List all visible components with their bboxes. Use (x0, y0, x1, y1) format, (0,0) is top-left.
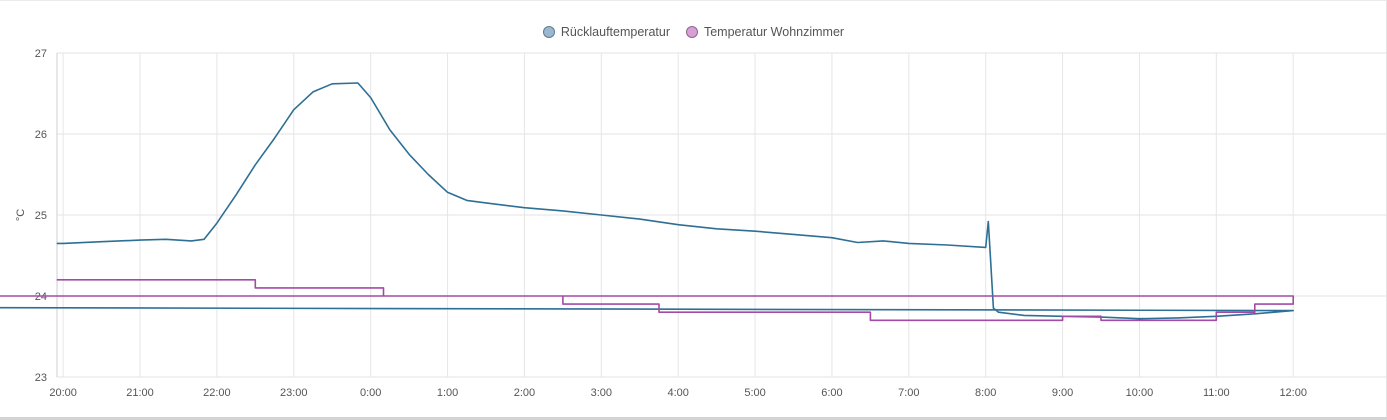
x-tick-label: 7:00 (898, 387, 919, 399)
x-tick-label: 9:00 (1052, 387, 1073, 399)
y-axis-unit-label: °C (15, 209, 27, 221)
legend-item-temperatur-wohnzimmer[interactable]: Temperatur Wohnzimmer (685, 25, 845, 39)
x-tick-label: 11:00 (1203, 387, 1230, 399)
x-tick-label: 12:00 (1279, 387, 1307, 399)
x-tick-label: 5:00 (744, 387, 765, 399)
x-tick-label: 4:00 (667, 387, 688, 399)
x-tick-label: 10:00 (1126, 387, 1154, 399)
x-tick-label: 21:00 (126, 387, 154, 399)
y-tick-label: 23 (35, 372, 47, 384)
y-tick-label: 25 (35, 210, 47, 222)
x-tick-label: 0:00 (360, 387, 381, 399)
x-tick-label: 1:00 (437, 387, 458, 399)
legend-item-ruecklauftemperatur[interactable]: Rücklauftemperatur (542, 25, 670, 39)
series-line-temperatur-wohnzimmer (0, 279, 1294, 322)
x-tick-label: 8:00 (975, 387, 996, 399)
chart-legend: Rücklauftemperatur Temperatur Wohnzimmer (0, 20, 1387, 44)
legend-label-ruecklauftemperatur: Rücklauftemperatur (560, 25, 670, 39)
x-tick-label: 2:00 (514, 387, 535, 399)
x-tick-label: 20:00 (49, 387, 77, 399)
y-tick-label: 26 (35, 129, 47, 141)
legend-swatch-ruecklauftemperatur (542, 26, 555, 38)
y-tick-label: 27 (35, 48, 47, 60)
card-bottom-border (0, 417, 1387, 420)
x-tick-label: 3:00 (591, 387, 612, 399)
x-tick-label: 6:00 (821, 387, 842, 399)
series-line-ruecklauftemperatur (0, 82, 1294, 320)
x-tick-label: 23:00 (280, 387, 308, 399)
legend-label-temperatur-wohnzimmer: Temperatur Wohnzimmer (703, 25, 845, 39)
series-layer (0, 82, 1294, 322)
grid-layer (57, 52, 1387, 378)
axis-layer: 23 24 25 26 27 20:00 21:00 22:00 23:00 0:00 1:00 2:… (35, 48, 1307, 399)
x-tick-label: 22:00 (203, 387, 231, 399)
legend-swatch-temperatur-wohnzimmer (685, 26, 698, 38)
y-tick-label: 24 (35, 291, 47, 303)
